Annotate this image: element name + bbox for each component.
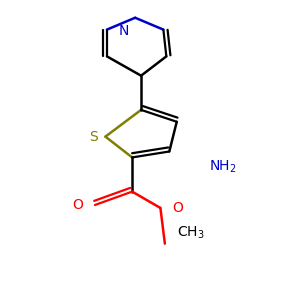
Text: O: O [72, 198, 83, 212]
Text: NH$_2$: NH$_2$ [209, 158, 237, 175]
Text: N: N [119, 24, 129, 38]
Text: O: O [172, 201, 183, 215]
Text: S: S [89, 130, 98, 144]
Text: CH$_3$: CH$_3$ [177, 224, 204, 241]
